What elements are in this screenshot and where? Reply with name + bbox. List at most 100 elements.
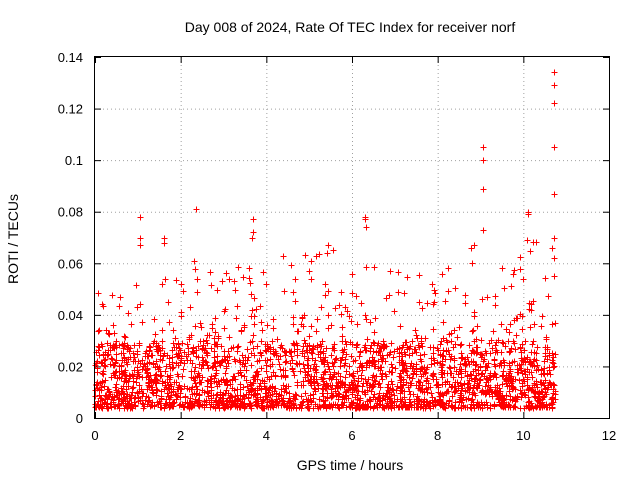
data-point bbox=[247, 403, 254, 410]
data-point bbox=[377, 367, 384, 374]
data-point bbox=[447, 370, 454, 377]
data-point bbox=[325, 312, 332, 319]
data-point bbox=[418, 365, 425, 372]
data-point bbox=[419, 343, 426, 350]
data-point bbox=[316, 403, 323, 410]
data-point bbox=[471, 390, 478, 397]
data-point bbox=[290, 314, 297, 321]
data-point bbox=[214, 383, 221, 390]
data-point bbox=[137, 242, 144, 249]
data-point bbox=[458, 374, 465, 381]
data-point bbox=[108, 355, 115, 362]
data-point bbox=[157, 352, 164, 359]
data-point bbox=[409, 338, 416, 345]
data-point bbox=[541, 382, 548, 389]
data-point bbox=[190, 349, 197, 356]
data-point bbox=[109, 292, 116, 299]
data-point bbox=[112, 369, 119, 376]
data-point bbox=[320, 393, 327, 400]
data-point bbox=[349, 290, 356, 297]
data-point bbox=[204, 377, 211, 384]
data-point bbox=[302, 390, 309, 397]
data-point bbox=[337, 357, 344, 364]
data-point bbox=[104, 386, 111, 393]
data-point bbox=[451, 364, 458, 371]
data-point bbox=[517, 365, 524, 372]
data-point bbox=[363, 264, 370, 271]
data-point bbox=[270, 369, 277, 376]
data-point bbox=[514, 366, 521, 373]
data-point bbox=[357, 348, 364, 355]
data-point bbox=[282, 367, 289, 374]
data-point bbox=[515, 369, 522, 376]
data-point bbox=[530, 239, 537, 246]
data-point bbox=[149, 352, 156, 359]
data-point bbox=[216, 405, 223, 412]
data-point bbox=[298, 393, 305, 400]
data-point bbox=[167, 374, 174, 381]
data-point bbox=[525, 394, 532, 401]
data-point bbox=[432, 398, 439, 405]
data-point bbox=[516, 377, 523, 384]
y-tick-label: 0 bbox=[76, 411, 83, 426]
data-point bbox=[477, 376, 484, 383]
data-point bbox=[117, 294, 124, 301]
data-point bbox=[526, 398, 533, 405]
data-point bbox=[125, 383, 132, 390]
data-point bbox=[191, 258, 198, 265]
data-point bbox=[522, 338, 529, 345]
data-point bbox=[325, 242, 332, 249]
data-point bbox=[161, 405, 168, 412]
data-point bbox=[299, 350, 306, 357]
data-point bbox=[254, 358, 261, 365]
data-point bbox=[102, 356, 109, 363]
data-point bbox=[107, 347, 114, 354]
data-point bbox=[379, 376, 386, 383]
data-point bbox=[544, 356, 551, 363]
data-point bbox=[158, 372, 165, 379]
data-point bbox=[520, 276, 527, 283]
data-point bbox=[452, 388, 459, 395]
data-point bbox=[171, 379, 178, 386]
data-point bbox=[176, 382, 183, 389]
data-point bbox=[155, 366, 162, 373]
data-point bbox=[446, 351, 453, 358]
data-point bbox=[172, 335, 179, 342]
data-point bbox=[233, 315, 240, 322]
data-point bbox=[469, 347, 476, 354]
data-point bbox=[549, 357, 556, 364]
data-point bbox=[313, 328, 320, 335]
data-point bbox=[188, 374, 195, 381]
data-point bbox=[480, 186, 487, 193]
data-point bbox=[474, 323, 481, 330]
data-point bbox=[383, 403, 390, 410]
data-point bbox=[331, 369, 338, 376]
data-point bbox=[469, 328, 476, 335]
data-point bbox=[347, 339, 354, 346]
data-point bbox=[377, 384, 384, 391]
data-point bbox=[334, 383, 341, 390]
data-point bbox=[228, 345, 235, 352]
data-point bbox=[338, 289, 345, 296]
data-point bbox=[312, 388, 319, 395]
data-point bbox=[99, 397, 106, 404]
data-point bbox=[204, 383, 211, 390]
data-point bbox=[480, 144, 487, 151]
data-point bbox=[416, 299, 423, 306]
data-point bbox=[332, 388, 339, 395]
data-point bbox=[165, 385, 172, 392]
data-point bbox=[305, 377, 312, 384]
data-point bbox=[244, 346, 251, 353]
data-point bbox=[343, 341, 350, 348]
data-point bbox=[434, 359, 441, 366]
data-point bbox=[456, 396, 463, 403]
data-point bbox=[366, 396, 373, 403]
data-point bbox=[277, 344, 284, 351]
data-point bbox=[328, 386, 335, 393]
data-point bbox=[525, 387, 532, 394]
data-point bbox=[473, 372, 480, 379]
data-point bbox=[524, 237, 531, 244]
data-point bbox=[326, 366, 333, 373]
data-point bbox=[107, 361, 114, 368]
data-point bbox=[343, 368, 350, 375]
